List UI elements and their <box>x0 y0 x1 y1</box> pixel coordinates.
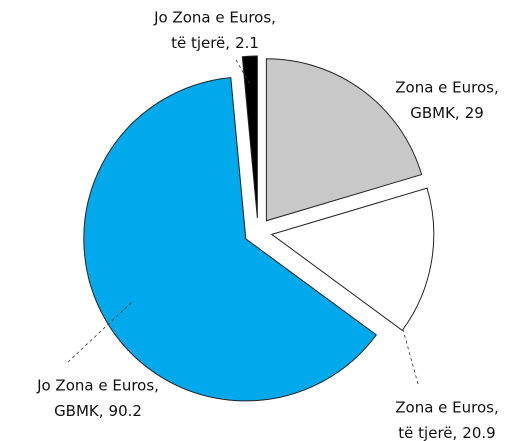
label-line: GBMK, 90.2 <box>54 402 142 420</box>
leader-line <box>401 325 419 385</box>
label-line: të tjerë, 2.1 <box>171 34 259 52</box>
leader-line <box>67 301 133 363</box>
label-name: të tjerë, <box>171 34 230 52</box>
slice-label: Jo Zona e Euros, GBMK, 90.2 <box>36 377 159 420</box>
pie-slice <box>265 58 423 222</box>
pie-slice <box>83 77 378 402</box>
slice-label: Zona e Euros, të tjerë, 20.9 <box>395 399 499 441</box>
label-line: të tjerë, 20.9 <box>398 424 495 441</box>
label-name: GBMK, <box>410 104 459 122</box>
label-value: 20.9 <box>462 424 495 441</box>
pie-slice <box>241 55 258 219</box>
label-line: Jo Zona e Euros, <box>36 377 159 395</box>
label-line: GBMK, 29 <box>410 104 484 122</box>
slice-label: Zona e Euros, GBMK, 29 <box>395 79 499 122</box>
label-line: Zona e Euros, <box>395 79 499 97</box>
label-value: 90.2 <box>109 402 142 420</box>
label-name: GBMK, <box>54 402 103 420</box>
slice-label: Jo Zona e Euros, të tjerë, 2.1 <box>153 9 276 52</box>
label-line: Zona e Euros, <box>395 399 499 417</box>
pie-slice <box>270 187 435 332</box>
leader-line <box>235 59 252 87</box>
label-line: Jo Zona e Euros, <box>153 9 276 27</box>
label-value: 29 <box>465 104 484 122</box>
label-name: të tjerë, <box>398 424 457 441</box>
label-value: 2.1 <box>235 34 259 52</box>
